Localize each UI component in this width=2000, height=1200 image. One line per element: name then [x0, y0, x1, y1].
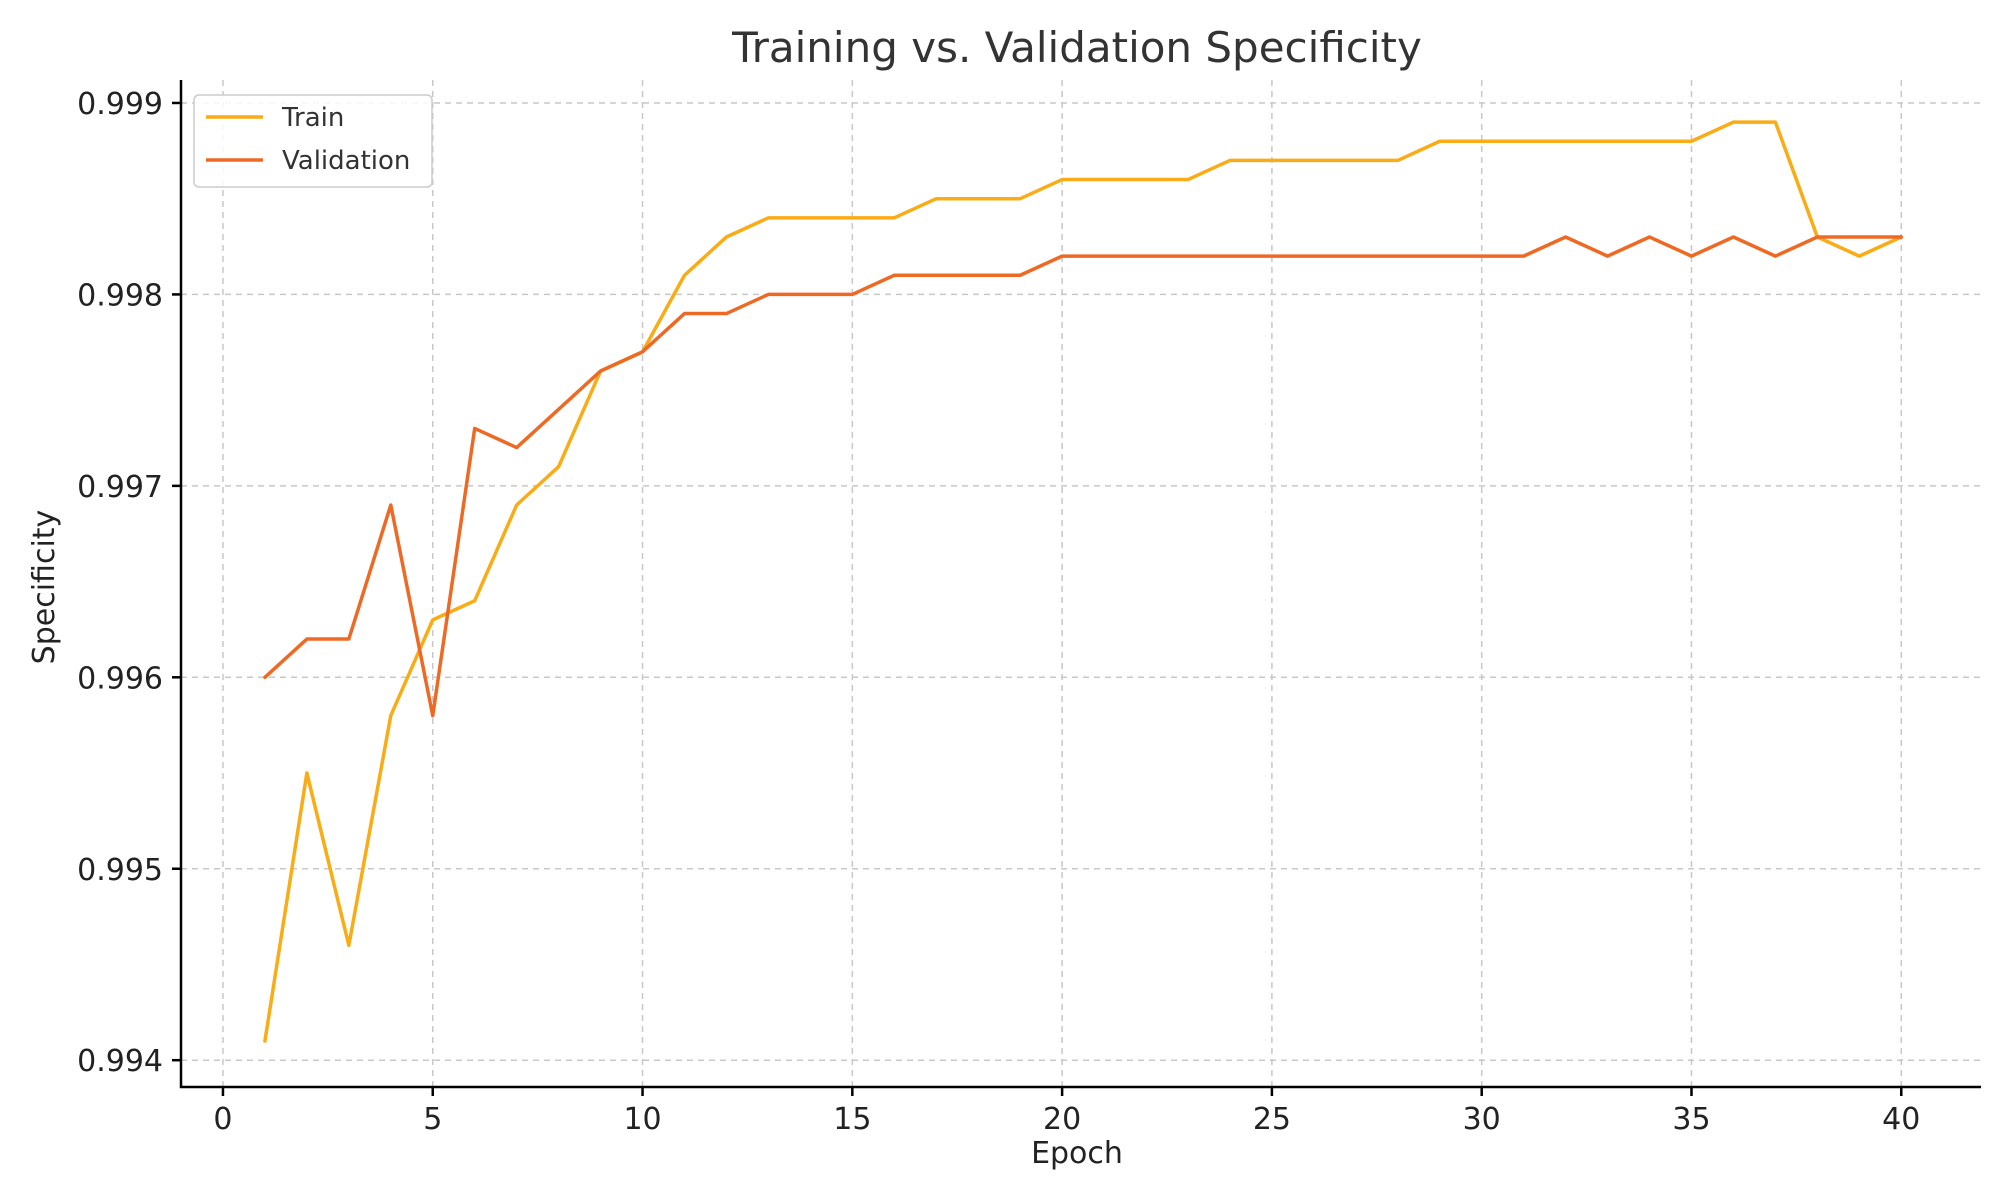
y-tick-label: 0.995: [77, 853, 163, 888]
axes: [172, 80, 1981, 1096]
x-tick-label: 25: [1253, 1102, 1291, 1137]
grid-lines: [181, 80, 1981, 1087]
series-line-validation: [263, 235, 1904, 718]
series-line-train: [263, 120, 1904, 1043]
x-axis-label: Epoch: [1031, 1136, 1123, 1171]
x-tick-label: 40: [1882, 1102, 1920, 1137]
x-tick-label: 20: [1043, 1102, 1081, 1137]
legend-label-validation: Validation: [282, 146, 410, 176]
y-tick-label: 0.999: [77, 87, 163, 122]
x-tick-label: 0: [213, 1102, 232, 1137]
y-tick-label: 0.996: [77, 661, 163, 696]
y-tick-label: 0.998: [77, 278, 163, 313]
legend-label-train: Train: [281, 103, 344, 133]
axis-spines: [179, 80, 1981, 1089]
legend: Train Validation: [193, 94, 433, 188]
tick-labels: 0 5 10 15 20 25 30 35 40 0.994 0.995 0.996 0.997 0.99…: [77, 87, 1920, 1137]
x-tick-label: 30: [1463, 1102, 1501, 1137]
y-tick-label: 0.994: [77, 1044, 163, 1079]
x-tick-label: 10: [623, 1102, 661, 1137]
x-tick-label: 15: [833, 1102, 871, 1137]
series-lines: [263, 120, 1904, 1043]
x-tick-label: 5: [423, 1102, 442, 1137]
chart-title: Training vs. Validation Specificity: [731, 23, 1422, 72]
y-tick-label: 0.997: [77, 470, 163, 505]
x-tick-label: 35: [1672, 1102, 1710, 1137]
y-axis-label: Specificity: [27, 510, 62, 665]
